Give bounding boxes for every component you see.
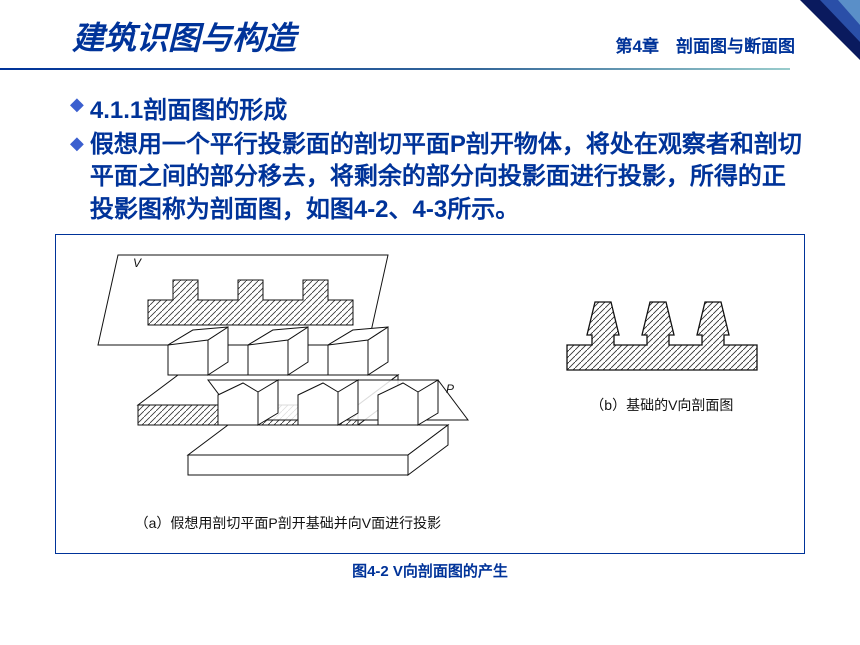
main-title: 建筑识图与构造 — [72, 13, 296, 59]
section-view-diagram — [557, 290, 767, 385]
section-heading-row: ◆ 4.1.1剖面图的形成 — [70, 90, 805, 125]
header-underline — [0, 68, 790, 70]
figure-title: 图4-2 V向剖面图的产生 — [55, 560, 805, 581]
isometric-diagram: V — [78, 245, 498, 505]
figure-left-panel: V — [56, 235, 520, 553]
section-heading: 4.1.1剖面图的形成 — [90, 90, 287, 125]
slide-header: 建筑识图与构造 第4章 剖面图与断面图 — [0, 0, 860, 72]
figure-box: V — [55, 234, 805, 554]
v-plane-label: V — [133, 256, 142, 270]
figure-caption-a: （a）假想用剖切平面P剖开基础并向V面进行投影 — [135, 513, 441, 533]
content-area: ◆ 4.1.1剖面图的形成 ◆ 假想用一个平行投影面的剖切平面P剖开物体，将处在… — [0, 72, 860, 226]
diamond-bullet-icon: ◆ — [70, 94, 84, 115]
figure-caption-b: （b）基础的V向剖面图 — [590, 395, 733, 415]
figure-area: V — [55, 234, 805, 581]
p-plane-label: P — [446, 382, 454, 396]
body-paragraph: 假想用一个平行投影面的剖切平面P剖开物体，将处在观察者和剖切平面之间的部分移去，… — [90, 129, 805, 226]
diamond-bullet-icon: ◆ — [70, 133, 84, 154]
corner-decoration — [790, 0, 860, 72]
chapter-label: 第4章 剖面图与断面图 — [616, 32, 795, 57]
figure-right-panel: （b）基础的V向剖面图 — [520, 235, 804, 553]
paragraph-row: ◆ 假想用一个平行投影面的剖切平面P剖开物体，将处在观察者和剖切平面之间的部分移… — [70, 129, 805, 226]
